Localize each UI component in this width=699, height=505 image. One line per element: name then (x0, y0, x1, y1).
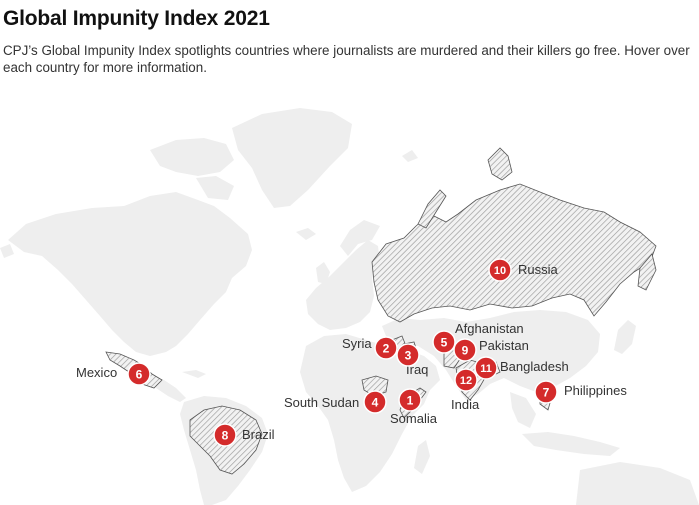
marker-india[interactable]: 12 (454, 368, 478, 392)
land-iceland (296, 228, 316, 240)
page-title: Global Impunity Index 2021 (3, 7, 270, 30)
marker-russia[interactable]: 10 (488, 258, 512, 282)
land-africa (300, 334, 430, 492)
marker-rank-somalia: 1 (407, 394, 414, 408)
marker-rank-mexico: 6 (136, 368, 143, 382)
land-britain (316, 262, 330, 284)
land-japan (614, 320, 636, 354)
land-scandinavia (340, 220, 380, 256)
label-mexico: Mexico (76, 365, 117, 380)
marker-philippines[interactable]: 7 (534, 380, 558, 404)
land-arctic-islands (150, 138, 234, 176)
label-somalia: Somalia (390, 411, 438, 426)
marker-somalia[interactable]: 1 (398, 388, 422, 412)
label-brazil: Brazil (242, 427, 275, 442)
marker-rank-iraq: 3 (405, 349, 412, 363)
marker-syria[interactable]: 2 (374, 336, 398, 360)
land-north-america (8, 192, 252, 356)
land-europe (306, 240, 380, 330)
region-russia (371, 183, 657, 323)
marker-iraq[interactable]: 3 (396, 343, 420, 367)
highlighted-countries (105, 147, 657, 475)
rank-markers: 1 2 3 4 5 6 7 8 9 10 11 (127, 258, 558, 447)
marker-rank-pakistan: 9 (462, 344, 469, 358)
marker-rank-india: 12 (460, 375, 472, 387)
land-southeast-asia (510, 392, 536, 428)
marker-rank-south-sudan: 4 (372, 396, 379, 410)
land-madagascar (414, 440, 430, 474)
label-syria: Syria (342, 336, 372, 351)
region-russia-north-islands (487, 147, 513, 181)
land-arctic-island-a (402, 150, 418, 162)
marker-pakistan[interactable]: 9 (453, 338, 477, 362)
region-south-sudan (361, 375, 389, 397)
region-russia-novaya-zemlya (417, 189, 447, 229)
marker-afghanistan[interactable]: 5 (432, 330, 456, 354)
land-indonesia (522, 432, 620, 456)
page-subtitle: CPJ’s Global Impunity Index spotlights c… (3, 43, 690, 75)
label-bangladesh: Bangladesh (500, 359, 569, 374)
marker-rank-russia: 10 (494, 265, 506, 277)
marker-brazil[interactable]: 8 (213, 423, 237, 447)
land-asia-south (382, 310, 600, 400)
marker-rank-bangladesh: 11 (480, 363, 492, 375)
marker-rank-syria: 2 (383, 342, 390, 356)
marker-rank-brazil: 8 (222, 429, 229, 443)
marker-mexico[interactable]: 6 (127, 362, 151, 386)
land-greenland (232, 108, 352, 208)
marker-rank-afghanistan: 5 (441, 336, 448, 350)
marker-rank-philippines: 7 (543, 386, 550, 400)
land-australia (576, 462, 699, 505)
land-arctic-islands-2 (196, 176, 234, 200)
land-arctic-island-b (0, 244, 14, 258)
label-south-sudan: South Sudan (284, 395, 359, 410)
region-russia-kamchatka (637, 253, 657, 291)
label-pakistan: Pakistan (479, 338, 529, 353)
label-russia: Russia (518, 262, 559, 277)
label-india: India (451, 397, 480, 412)
label-afghanistan: Afghanistan (455, 321, 524, 336)
marker-south-sudan[interactable]: 4 (363, 390, 387, 414)
country-labels: Somalia Syria Iraq South Sudan Afghanist… (76, 262, 627, 442)
land-caribbean (182, 370, 206, 378)
marker-bangladesh[interactable]: 11 (474, 356, 498, 380)
label-philippines: Philippines (564, 383, 627, 398)
